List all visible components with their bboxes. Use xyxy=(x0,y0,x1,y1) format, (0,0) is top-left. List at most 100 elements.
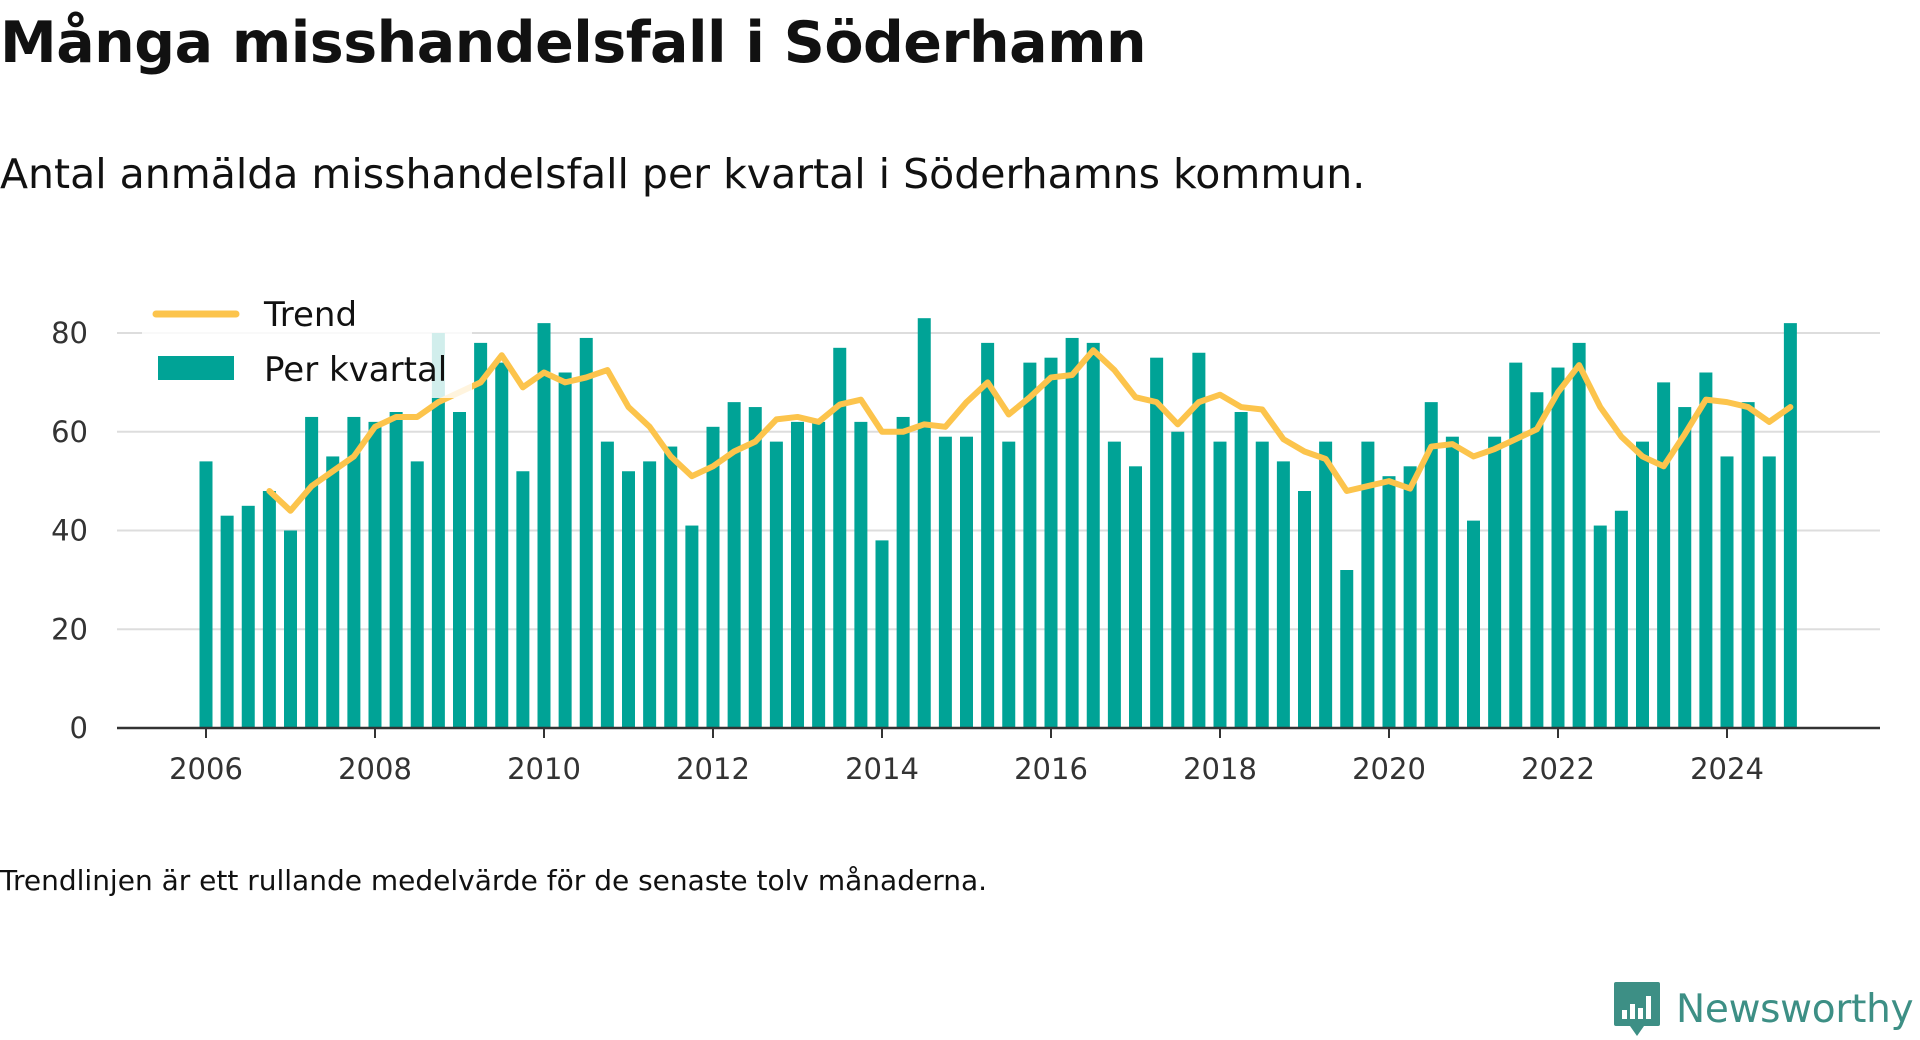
x-tick-label: 2016 xyxy=(1014,752,1088,786)
bar xyxy=(1382,476,1396,728)
bar xyxy=(1572,342,1586,729)
x-tick-label: 2008 xyxy=(338,752,412,786)
bar xyxy=(1213,441,1227,729)
bar xyxy=(1403,466,1417,728)
bar xyxy=(917,318,931,728)
bar xyxy=(1361,441,1375,729)
x-tick-label: 2024 xyxy=(1690,752,1764,786)
bar xyxy=(1741,402,1755,729)
bar xyxy=(833,347,847,728)
bar xyxy=(537,323,551,728)
bar xyxy=(1340,570,1354,728)
bar xyxy=(769,441,783,729)
y-tick-label: 40 xyxy=(51,514,88,548)
bar xyxy=(875,540,889,729)
bar xyxy=(727,402,741,729)
bar xyxy=(495,362,509,729)
bar xyxy=(791,421,804,729)
x-tick-label: 2018 xyxy=(1183,752,1257,786)
bar-series xyxy=(199,318,1797,729)
bar xyxy=(1614,510,1628,728)
y-tick-label: 60 xyxy=(51,415,88,449)
bar xyxy=(981,342,995,729)
bar xyxy=(1150,357,1164,728)
y-axis-ticks: 0 20 40 60 80 xyxy=(51,316,88,745)
bar xyxy=(1255,441,1269,729)
bar xyxy=(1593,525,1607,728)
x-tick-label: 2006 xyxy=(169,752,243,786)
bar xyxy=(368,421,382,729)
bar xyxy=(1720,456,1734,728)
bar xyxy=(389,412,403,728)
x-tick-label: 2014 xyxy=(845,752,919,786)
bar xyxy=(1319,441,1333,729)
bar xyxy=(1551,367,1565,728)
x-tick-label: 2010 xyxy=(507,752,581,786)
x-tick-label: 2020 xyxy=(1352,752,1426,786)
bar xyxy=(199,461,213,729)
bar xyxy=(960,436,973,728)
bar xyxy=(812,421,826,729)
legend-bar-swatch xyxy=(158,356,234,380)
bar xyxy=(1023,362,1037,729)
trend-line xyxy=(266,347,1794,514)
bar xyxy=(1044,357,1058,728)
bar xyxy=(410,461,424,729)
x-tick-label: 2022 xyxy=(1521,752,1595,786)
bar xyxy=(1699,372,1713,728)
bar xyxy=(305,416,319,728)
bar xyxy=(1467,520,1480,729)
bar xyxy=(748,407,762,728)
bar xyxy=(241,505,255,728)
bar xyxy=(685,525,699,728)
bar xyxy=(1636,441,1649,729)
bar xyxy=(1086,342,1100,729)
bar xyxy=(1488,436,1502,728)
bar xyxy=(1530,392,1544,728)
bar xyxy=(854,421,868,729)
bar xyxy=(1657,382,1671,729)
bar xyxy=(1192,352,1206,728)
bar xyxy=(600,441,614,729)
bar xyxy=(347,416,361,728)
bar xyxy=(220,515,234,728)
chart-subtitle: Antal anmälda misshandelsfall per kvarta… xyxy=(0,150,1366,198)
bar xyxy=(579,337,593,728)
bar xyxy=(643,461,657,729)
bar xyxy=(1445,436,1459,728)
bar xyxy=(326,456,340,728)
bar xyxy=(1234,412,1248,728)
bar xyxy=(706,426,720,728)
bar xyxy=(1509,362,1523,729)
bar xyxy=(558,372,572,728)
bar xyxy=(1762,456,1776,728)
bar xyxy=(1298,491,1311,728)
bar xyxy=(284,530,297,728)
bar xyxy=(1424,402,1438,729)
legend: Trend Per kvartal xyxy=(142,286,472,398)
newsworthy-logo: Newsworthy xyxy=(1612,980,1914,1038)
bar xyxy=(664,446,678,728)
bar xyxy=(262,491,276,728)
y-tick-label: 80 xyxy=(51,316,88,350)
bar xyxy=(516,471,530,728)
x-tick-label: 2012 xyxy=(676,752,750,786)
bar xyxy=(1065,337,1079,728)
legend-trend-label: Trend xyxy=(263,295,357,335)
bar xyxy=(474,342,488,729)
footnote: Trendlinjen är ett rullande medelvärde f… xyxy=(0,864,988,897)
bar xyxy=(938,436,952,728)
bar xyxy=(1002,441,1016,729)
bar xyxy=(1129,466,1142,728)
bar xyxy=(1107,441,1121,729)
brand-name: Newsworthy xyxy=(1676,986,1914,1032)
x-axis-ticks: 2006 2008 2010 2012 2014 2016 2018 2020 2022 2024 xyxy=(169,728,1764,786)
bar xyxy=(622,471,635,728)
bar xyxy=(431,333,445,728)
bar xyxy=(453,412,466,728)
bar xyxy=(1783,323,1797,728)
bar xyxy=(1678,407,1692,728)
chart-title: Många misshandelsfall i Söderhamn xyxy=(0,10,1147,76)
bar xyxy=(1276,461,1290,729)
